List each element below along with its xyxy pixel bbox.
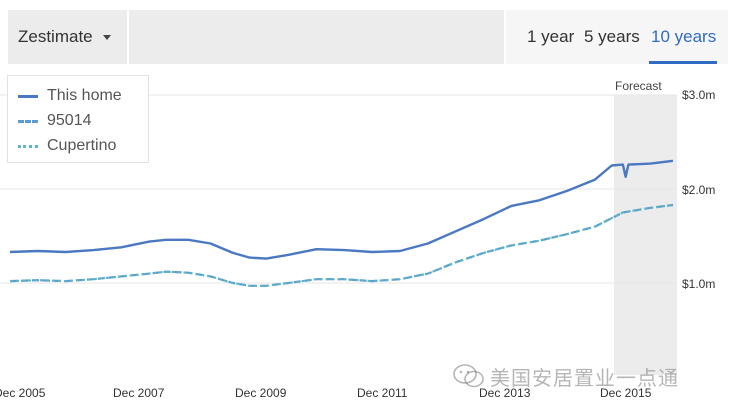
x-tick-label: Dec 2009 xyxy=(235,386,287,400)
legend-label: 95014 xyxy=(47,112,92,129)
y-tick-label: $3.0m xyxy=(682,88,716,102)
series-layer xyxy=(9,159,674,287)
forecast-region xyxy=(614,95,677,375)
zestimate-dropdown[interactable]: Zestimate xyxy=(8,10,129,64)
forecast-label: Forecast xyxy=(615,79,662,93)
legend-swatch-95014 xyxy=(18,120,38,123)
wechat-icon xyxy=(453,364,484,388)
legend-label: This home xyxy=(47,87,122,104)
active-range-underline xyxy=(649,61,717,64)
range-1-year-button[interactable]: 1 year xyxy=(527,27,575,46)
legend-swatch-this-home xyxy=(18,95,38,98)
series-line-this-home xyxy=(9,159,674,260)
legend-item-cupertino[interactable]: Cupertino xyxy=(8,136,148,156)
legend-label: Cupertino xyxy=(47,137,117,154)
y-tick-label: $1.0m xyxy=(682,277,716,291)
x-tick-label: Dec 2005 xyxy=(0,386,46,400)
zestimate-dropdown-label: Zestimate xyxy=(18,27,93,46)
legend-item-95014[interactable]: 95014 xyxy=(8,111,148,131)
chevron-down-icon xyxy=(103,35,111,40)
time-range-selector: 1 year 5 years 10 years xyxy=(504,10,728,64)
x-tick-label: Dec 2007 xyxy=(113,386,165,400)
x-tick-label: Dec 2011 xyxy=(357,386,408,400)
y-tick-label: $2.0m xyxy=(682,183,716,197)
range-5-years-button[interactable]: 5 years xyxy=(584,27,640,46)
range-10-years-button[interactable]: 10 years xyxy=(651,27,717,46)
watermark-text: 美国安居置业一点通 xyxy=(490,368,679,390)
x-tick-label: Dec 2013 xyxy=(479,386,531,400)
series-line-95014 xyxy=(9,203,674,287)
legend-item-this-home[interactable]: This home xyxy=(8,86,148,106)
chart-legend: This home 95014 Cupertino xyxy=(7,75,149,163)
chart-toolbar: Zestimate 1 year 5 years 10 years xyxy=(8,10,728,64)
series-line-cupertino xyxy=(9,203,674,287)
x-tick-label: Dec 2015 xyxy=(600,386,652,400)
legend-swatch-cupertino xyxy=(18,145,38,148)
